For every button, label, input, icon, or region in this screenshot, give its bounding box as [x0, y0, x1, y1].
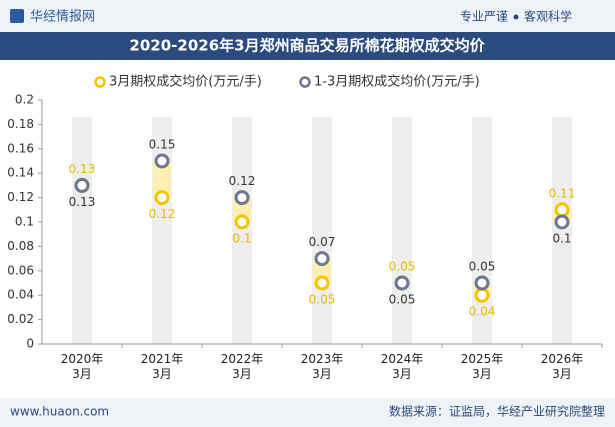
- value-label: 0.12: [229, 174, 256, 188]
- marker: [394, 275, 410, 291]
- x-tick-label: 2022年 3月: [220, 352, 264, 381]
- column-band: [552, 117, 572, 344]
- y-tick-label: 0.16: [7, 141, 34, 155]
- slogan: 客观科学: [524, 9, 572, 24]
- marker: [154, 190, 170, 206]
- marker: [154, 153, 170, 169]
- x-tick-label: 2021年 3月: [140, 352, 184, 381]
- slogan-dot: [513, 14, 519, 20]
- value-label: 0.13: [69, 162, 96, 176]
- chart-title: 2020-2026年3月郑州商品交易所棉花期权成交均价: [129, 37, 485, 55]
- logo-text: 华经情报网: [30, 10, 95, 25]
- y-tick-label: 0.14: [7, 166, 34, 180]
- value-label: 0.13: [69, 195, 96, 209]
- value-label: 0.07: [309, 235, 336, 249]
- header-bar: [0, 0, 615, 32]
- value-label: 0.05: [309, 293, 336, 307]
- x-tick-label: 2024年 3月: [380, 352, 424, 381]
- marker: [234, 190, 250, 206]
- footer-bar: [0, 398, 615, 427]
- y-tick-label: 0: [26, 337, 34, 351]
- value-label: 0.05: [469, 260, 496, 274]
- value-label: 0.1: [232, 232, 251, 246]
- marker: [554, 214, 570, 230]
- value-label: 0.05: [389, 293, 416, 307]
- website: www.huaon.com: [10, 405, 109, 419]
- marker: [234, 214, 250, 230]
- source: 数据来源：证监局，华经产业研究院整理: [389, 404, 605, 419]
- value-label: 0.1: [552, 232, 571, 246]
- marker: [474, 287, 490, 303]
- marker: [554, 202, 570, 218]
- x-tick-label: 2020年 3月: [60, 352, 104, 381]
- y-tick-label: 0.08: [7, 239, 34, 253]
- y-tick-label: 0.1: [15, 215, 34, 229]
- legend-label: 3月期权成交均价(万元/手): [109, 74, 262, 90]
- range-band: [233, 197, 251, 222]
- y-tick-label: 0.04: [7, 288, 34, 302]
- column-band: [392, 117, 412, 344]
- marker: [474, 275, 490, 291]
- value-label: 0.04: [469, 305, 496, 319]
- y-tick-label: 0.12: [7, 190, 34, 204]
- legend-label: 1-3月期权成交均价(万元/手): [314, 74, 480, 90]
- logo-icon: [10, 9, 24, 23]
- legend-marker: [94, 76, 106, 88]
- marker: [314, 251, 330, 267]
- y-tick-label: 0.18: [7, 117, 34, 131]
- range-band: [153, 161, 171, 198]
- column-band: [72, 117, 92, 344]
- marker: [314, 275, 330, 291]
- legend-marker: [299, 76, 311, 88]
- column-band: [232, 117, 252, 344]
- range-band: [313, 258, 331, 283]
- y-tick-label: 0.02: [7, 312, 34, 326]
- value-label: 0.11: [549, 186, 576, 200]
- x-tick-label: 2025年 3月: [460, 352, 504, 381]
- value-label: 0.15: [149, 138, 176, 152]
- value-label: 0.05: [389, 260, 416, 274]
- x-tick-label: 2023年 3月: [300, 352, 344, 381]
- column-band: [312, 117, 332, 344]
- slogan: 专业严谨: [460, 9, 508, 24]
- x-tick-label: 2026年 3月: [540, 352, 584, 381]
- marker: [74, 177, 90, 193]
- title-bar: [0, 32, 615, 60]
- y-tick-label: 0.2: [15, 93, 34, 107]
- value-label: 0.12: [149, 207, 176, 221]
- y-tick-label: 0.06: [7, 263, 34, 277]
